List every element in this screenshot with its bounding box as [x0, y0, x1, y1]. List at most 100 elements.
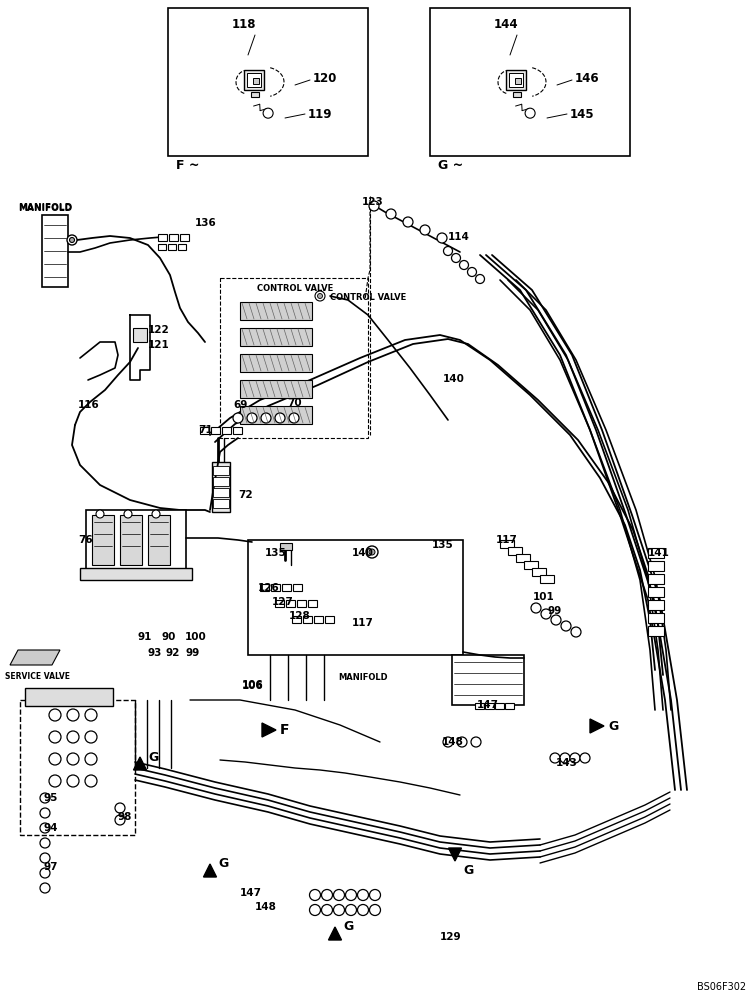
Circle shape	[570, 753, 580, 763]
Bar	[211, 426, 220, 434]
Circle shape	[40, 883, 50, 893]
Text: 69: 69	[233, 400, 247, 410]
Text: 106: 106	[242, 681, 264, 691]
Text: 94: 94	[43, 823, 57, 833]
Bar	[260, 584, 269, 590]
Bar	[25, 688, 113, 706]
Bar	[169, 233, 178, 240]
Text: 121: 121	[148, 340, 170, 350]
Bar	[240, 354, 312, 372]
Circle shape	[321, 890, 333, 900]
Circle shape	[561, 621, 571, 631]
Polygon shape	[134, 757, 147, 770]
Circle shape	[85, 731, 97, 743]
Circle shape	[345, 890, 357, 900]
Circle shape	[49, 731, 61, 743]
Bar	[513, 92, 521, 97]
Text: F ~: F ~	[176, 159, 200, 172]
Text: 127: 127	[272, 597, 294, 607]
Text: 148: 148	[442, 737, 464, 747]
Bar	[648, 613, 664, 623]
Text: 126: 126	[258, 583, 280, 593]
Text: G: G	[218, 857, 228, 870]
Circle shape	[333, 904, 345, 916]
Polygon shape	[448, 848, 461, 861]
Bar	[303, 615, 312, 622]
Bar	[240, 406, 312, 424]
Bar	[532, 568, 546, 576]
Bar	[178, 244, 186, 250]
Text: 117: 117	[496, 535, 518, 545]
Circle shape	[437, 233, 447, 243]
Circle shape	[152, 510, 160, 518]
Bar	[213, 499, 229, 508]
Bar	[168, 8, 368, 156]
Circle shape	[49, 709, 61, 721]
Circle shape	[550, 753, 560, 763]
Circle shape	[551, 615, 561, 625]
Bar	[495, 703, 504, 709]
Circle shape	[247, 413, 257, 423]
Bar	[282, 584, 291, 590]
Circle shape	[115, 815, 125, 825]
Circle shape	[476, 274, 485, 284]
Circle shape	[369, 549, 375, 555]
Bar	[648, 587, 664, 597]
Polygon shape	[262, 723, 276, 737]
Bar	[120, 515, 142, 565]
Text: 90: 90	[162, 632, 176, 642]
Circle shape	[96, 510, 104, 518]
Bar	[133, 328, 147, 342]
Text: 144: 144	[494, 18, 519, 31]
Text: BS06F302: BS06F302	[697, 982, 746, 992]
Polygon shape	[590, 719, 604, 733]
Text: 135: 135	[432, 540, 454, 550]
Bar	[240, 380, 312, 398]
Text: 117: 117	[352, 618, 374, 628]
Text: 123: 123	[362, 197, 384, 207]
Bar	[314, 615, 323, 622]
Bar	[648, 626, 664, 636]
Circle shape	[321, 904, 333, 916]
Circle shape	[467, 267, 476, 276]
Bar	[648, 574, 664, 584]
Circle shape	[289, 413, 299, 423]
Text: MANIFOLD: MANIFOLD	[18, 203, 72, 212]
Bar	[475, 703, 484, 709]
Bar	[648, 561, 664, 571]
Text: 136: 136	[195, 218, 217, 228]
Bar	[248, 540, 463, 655]
Circle shape	[403, 217, 413, 227]
Bar	[452, 655, 524, 705]
Text: 147: 147	[477, 700, 499, 710]
Text: 76: 76	[78, 535, 93, 545]
Bar	[212, 462, 230, 512]
Circle shape	[457, 737, 467, 747]
Circle shape	[531, 603, 541, 613]
Bar	[253, 78, 259, 84]
Text: 70: 70	[287, 398, 302, 408]
Bar	[180, 233, 189, 240]
Text: 116: 116	[78, 400, 100, 410]
Circle shape	[315, 291, 325, 301]
Circle shape	[471, 737, 481, 747]
Circle shape	[571, 627, 581, 637]
Bar	[222, 426, 231, 434]
Bar	[275, 599, 284, 606]
Circle shape	[275, 413, 285, 423]
Circle shape	[369, 201, 379, 211]
Bar	[292, 615, 301, 622]
Bar	[297, 599, 306, 606]
Text: G: G	[343, 920, 353, 933]
Circle shape	[358, 904, 368, 916]
Circle shape	[580, 753, 590, 763]
Circle shape	[345, 904, 357, 916]
Bar	[430, 8, 630, 156]
Circle shape	[67, 753, 79, 765]
Text: 95: 95	[43, 793, 57, 803]
Circle shape	[233, 413, 243, 423]
Bar	[516, 554, 530, 562]
Text: G: G	[608, 720, 618, 732]
Bar	[244, 70, 264, 90]
Circle shape	[443, 737, 453, 747]
